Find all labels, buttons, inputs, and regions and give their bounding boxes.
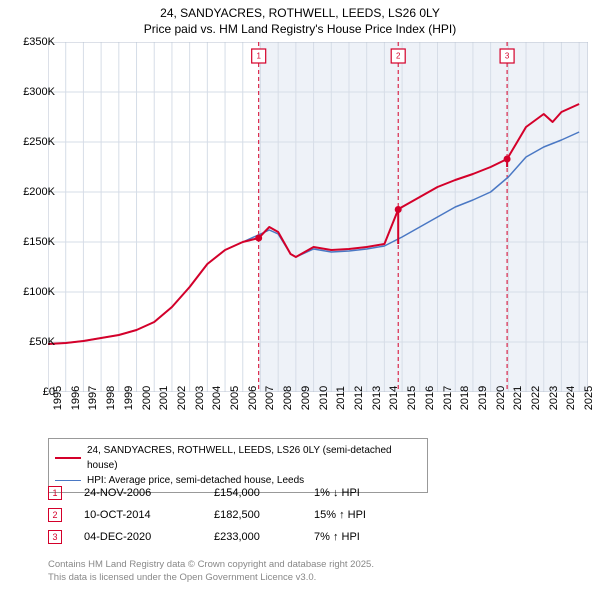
title-line-2: Price paid vs. HM Land Registry's House … bbox=[0, 22, 600, 38]
svg-text:3: 3 bbox=[505, 52, 510, 61]
attribution: Contains HM Land Registry data © Crown c… bbox=[48, 559, 374, 584]
y-tick-label: £200K bbox=[23, 186, 55, 198]
y-tick-label: £100K bbox=[23, 286, 55, 298]
x-tick-label: 2009 bbox=[300, 386, 312, 410]
legend-label-property: 24, SANDYACRES, ROTHWELL, LEEDS, LS26 0L… bbox=[87, 443, 421, 473]
x-tick-label: 2004 bbox=[211, 386, 223, 410]
transaction-row: 1 24-NOV-2006£154,0001% ↓ HPI bbox=[48, 482, 366, 504]
transaction-diff: 7% ↑ HPI bbox=[314, 531, 360, 543]
x-tick-label: 1999 bbox=[123, 386, 135, 410]
chart-title: 24, SANDYACRES, ROTHWELL, LEEDS, LS26 0L… bbox=[0, 0, 600, 39]
transaction-row: 3 04-DEC-2020£233,0007% ↑ HPI bbox=[48, 526, 366, 548]
x-tick-label: 2025 bbox=[583, 386, 595, 410]
x-tick-label: 2005 bbox=[229, 386, 241, 410]
x-tick-label: 2024 bbox=[565, 386, 577, 410]
x-tick-label: 1996 bbox=[70, 386, 82, 410]
x-tick-label: 2006 bbox=[247, 386, 259, 410]
y-tick-label: £150K bbox=[23, 236, 55, 248]
y-tick-label: £250K bbox=[23, 136, 55, 148]
x-tick-label: 2014 bbox=[388, 386, 400, 410]
price-chart: 1 2 3 bbox=[48, 42, 588, 392]
x-tick-label: 2011 bbox=[335, 386, 347, 410]
x-tick-label: 2001 bbox=[158, 386, 170, 410]
transaction-date: 04-DEC-2020 bbox=[84, 531, 214, 543]
x-tick-label: 2016 bbox=[424, 386, 436, 410]
svg-text:2: 2 bbox=[396, 52, 401, 61]
x-tick-label: 1998 bbox=[105, 386, 117, 410]
x-tick-label: 2007 bbox=[264, 386, 276, 410]
legend-swatch-hpi bbox=[55, 480, 81, 481]
y-tick-label: £300K bbox=[23, 86, 55, 98]
x-tick-label: 2019 bbox=[477, 386, 489, 410]
chart-svg: 1 2 3 bbox=[48, 42, 588, 392]
x-tick-label: 2000 bbox=[141, 386, 153, 410]
attribution-line-2: This data is licensed under the Open Gov… bbox=[48, 572, 374, 584]
x-tick-label: 1995 bbox=[52, 386, 64, 410]
x-tick-label: 2013 bbox=[371, 386, 383, 410]
transaction-price: £233,000 bbox=[214, 531, 314, 543]
transaction-diff: 1% ↓ HPI bbox=[314, 487, 360, 499]
x-tick-label: 2008 bbox=[282, 386, 294, 410]
transaction-price: £154,000 bbox=[214, 487, 314, 499]
x-tick-label: 2015 bbox=[406, 386, 418, 410]
x-tick-label: 2020 bbox=[495, 386, 507, 410]
transaction-marker: 2 bbox=[48, 508, 62, 522]
y-tick-label: £50K bbox=[29, 336, 55, 348]
x-tick-label: 2002 bbox=[176, 386, 188, 410]
x-tick-label: 1997 bbox=[87, 386, 99, 410]
attribution-line-1: Contains HM Land Registry data © Crown c… bbox=[48, 559, 374, 571]
y-tick-label: £350K bbox=[23, 36, 55, 48]
title-line-1: 24, SANDYACRES, ROTHWELL, LEEDS, LS26 0L… bbox=[0, 6, 600, 22]
x-tick-label: 2018 bbox=[459, 386, 471, 410]
transaction-diff: 15% ↑ HPI bbox=[314, 509, 366, 521]
svg-text:1: 1 bbox=[256, 52, 261, 61]
legend-swatch-property bbox=[55, 457, 81, 459]
legend-row-property: 24, SANDYACRES, ROTHWELL, LEEDS, LS26 0L… bbox=[55, 443, 421, 473]
x-tick-label: 2012 bbox=[353, 386, 365, 410]
x-tick-label: 2017 bbox=[442, 386, 454, 410]
transaction-date: 10-OCT-2014 bbox=[84, 509, 214, 521]
transaction-marker: 3 bbox=[48, 530, 62, 544]
x-tick-label: 2021 bbox=[512, 386, 524, 410]
transaction-row: 2 10-OCT-2014£182,50015% ↑ HPI bbox=[48, 504, 366, 526]
x-tick-label: 2003 bbox=[194, 386, 206, 410]
transaction-list: 1 24-NOV-2006£154,0001% ↓ HPI 2 10-OCT-2014… bbox=[48, 482, 366, 548]
transaction-price: £182,500 bbox=[214, 509, 314, 521]
x-tick-label: 2023 bbox=[548, 386, 560, 410]
x-tick-label: 2010 bbox=[318, 386, 330, 410]
transaction-date: 24-NOV-2006 bbox=[84, 487, 214, 499]
x-tick-label: 2022 bbox=[530, 386, 542, 410]
transaction-marker: 1 bbox=[48, 486, 62, 500]
